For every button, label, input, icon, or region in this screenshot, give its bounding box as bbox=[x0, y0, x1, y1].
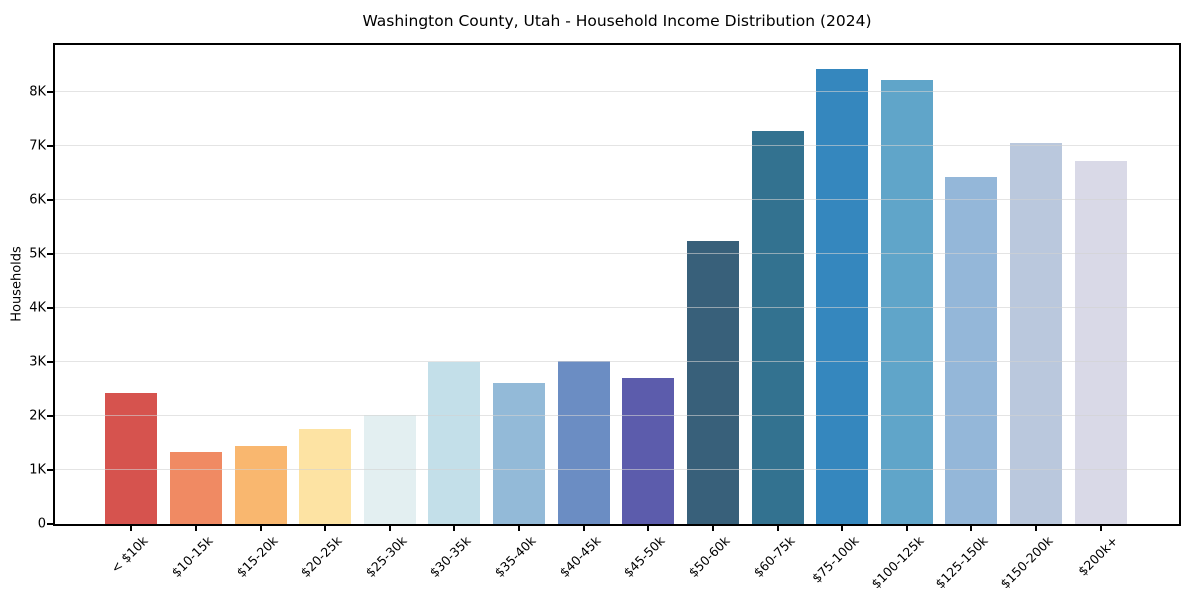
x-tick-label: $40-45k bbox=[556, 533, 604, 581]
gridline bbox=[55, 307, 1179, 308]
y-tick-label: 1K bbox=[29, 462, 46, 478]
x-tick-mark bbox=[776, 526, 779, 531]
y-tick-mark bbox=[47, 360, 53, 363]
y-tick-label: 4K bbox=[29, 300, 46, 316]
y-tick-mark bbox=[47, 414, 53, 417]
x-tick-mark bbox=[324, 526, 327, 531]
bar-slot: $45-50k bbox=[616, 45, 681, 580]
y-tick-mark bbox=[47, 523, 53, 525]
x-tick-mark bbox=[453, 526, 456, 531]
x-tick-label: $150-200k bbox=[997, 533, 1056, 590]
y-tick-mark bbox=[47, 90, 53, 93]
x-tick-mark bbox=[905, 526, 908, 531]
bar bbox=[493, 382, 546, 524]
bar-slot: $25-30k bbox=[358, 45, 423, 580]
bar-slot: $50-60k bbox=[681, 45, 746, 580]
bar-slot: $100-125k bbox=[868, 45, 940, 590]
y-tick-label: 2K bbox=[29, 408, 46, 424]
x-tick-mark bbox=[130, 526, 133, 531]
bar bbox=[880, 80, 933, 524]
gridline bbox=[55, 415, 1179, 416]
x-tick-label: $35-40k bbox=[491, 533, 539, 581]
plot-inner: < $10k $10-15k $15-20k $20-25k $25-30k $30-35… bbox=[55, 45, 1179, 590]
bar bbox=[945, 177, 998, 524]
x-tick-label: $100-125k bbox=[868, 533, 927, 590]
bar-slot: $40-45k bbox=[551, 45, 616, 580]
x-tick-mark bbox=[582, 526, 585, 531]
bar bbox=[299, 428, 352, 524]
bar bbox=[816, 69, 869, 524]
x-tick-label: $200k+ bbox=[1074, 533, 1121, 579]
bar bbox=[1074, 160, 1127, 524]
gridline bbox=[55, 199, 1179, 200]
y-tick-label: 8K bbox=[29, 84, 46, 100]
x-tick-label: $30-35k bbox=[427, 533, 475, 581]
bar-slot: $20-25k bbox=[293, 45, 358, 580]
bar-slot: $125-150k bbox=[933, 45, 1004, 590]
y-tick-mark bbox=[47, 144, 53, 147]
y-tick-mark bbox=[47, 468, 53, 471]
x-tick-label: < $10k bbox=[108, 533, 151, 576]
x-tick-mark bbox=[647, 526, 650, 531]
bar bbox=[234, 446, 287, 524]
bar bbox=[686, 240, 739, 524]
bar-slot: < $10k bbox=[99, 45, 164, 576]
y-tick-label: 7K bbox=[29, 138, 46, 154]
x-tick-mark bbox=[388, 526, 391, 531]
x-tick-label: $15-20k bbox=[233, 533, 281, 581]
x-tick-label: $25-30k bbox=[362, 533, 410, 581]
plot-area: < $10k $10-15k $15-20k $20-25k $25-30k $30-35… bbox=[53, 43, 1181, 590]
x-tick-mark bbox=[711, 526, 714, 531]
bar bbox=[169, 451, 222, 524]
gridline bbox=[55, 469, 1179, 470]
gridline bbox=[55, 361, 1179, 362]
bars-row: < $10k $10-15k $15-20k $20-25k $25-30k $30-35… bbox=[55, 45, 1179, 590]
x-tick-mark bbox=[970, 526, 973, 531]
bar bbox=[557, 360, 610, 524]
y-tick-mark bbox=[47, 198, 53, 201]
bar-slot: $60-75k bbox=[745, 45, 810, 580]
x-tick-label: $20-25k bbox=[297, 533, 345, 581]
gridline bbox=[55, 253, 1179, 254]
x-tick-mark bbox=[1035, 526, 1038, 531]
x-tick-mark bbox=[841, 526, 844, 531]
x-tick-mark bbox=[1099, 526, 1102, 531]
x-tick-label: $125-150k bbox=[932, 533, 992, 590]
y-tick-label: 5K bbox=[29, 246, 46, 262]
bar-slot: $75-100k bbox=[809, 45, 875, 586]
gridline bbox=[55, 90, 1179, 92]
bar bbox=[751, 130, 804, 524]
y-tick-label: 3K bbox=[29, 354, 46, 370]
bar-slot: $10-15k bbox=[164, 45, 229, 580]
bar-slot: $150-200k bbox=[997, 45, 1069, 590]
bar bbox=[1010, 142, 1063, 524]
chart-title: Washington County, Utah - Household Inco… bbox=[362, 12, 872, 30]
bar bbox=[622, 378, 675, 524]
bar-slot: $35-40k bbox=[487, 45, 552, 580]
x-tick-label: $75-100k bbox=[809, 533, 862, 586]
x-tick-label: $60-75k bbox=[750, 533, 798, 581]
y-tick-label: 6K bbox=[29, 192, 46, 208]
bar-slot: $15-20k bbox=[228, 45, 293, 580]
x-tick-label: $45-50k bbox=[620, 533, 668, 581]
bar bbox=[428, 362, 481, 524]
x-tick-mark bbox=[194, 526, 197, 531]
gridline bbox=[55, 144, 1179, 146]
y-tick-label: 0 bbox=[37, 516, 46, 532]
y-tick-mark bbox=[47, 306, 53, 309]
x-tick-mark bbox=[259, 526, 262, 531]
bar-slot: $30-35k bbox=[422, 45, 487, 580]
x-tick-label: $50-60k bbox=[685, 533, 733, 581]
x-tick-mark bbox=[518, 526, 521, 531]
bar-slot: $200k+ bbox=[1068, 45, 1133, 579]
y-tick-mark bbox=[47, 252, 53, 255]
x-tick-label: $10-15k bbox=[168, 533, 216, 581]
bar bbox=[105, 392, 158, 524]
y-axis-label: Households bbox=[9, 246, 25, 322]
